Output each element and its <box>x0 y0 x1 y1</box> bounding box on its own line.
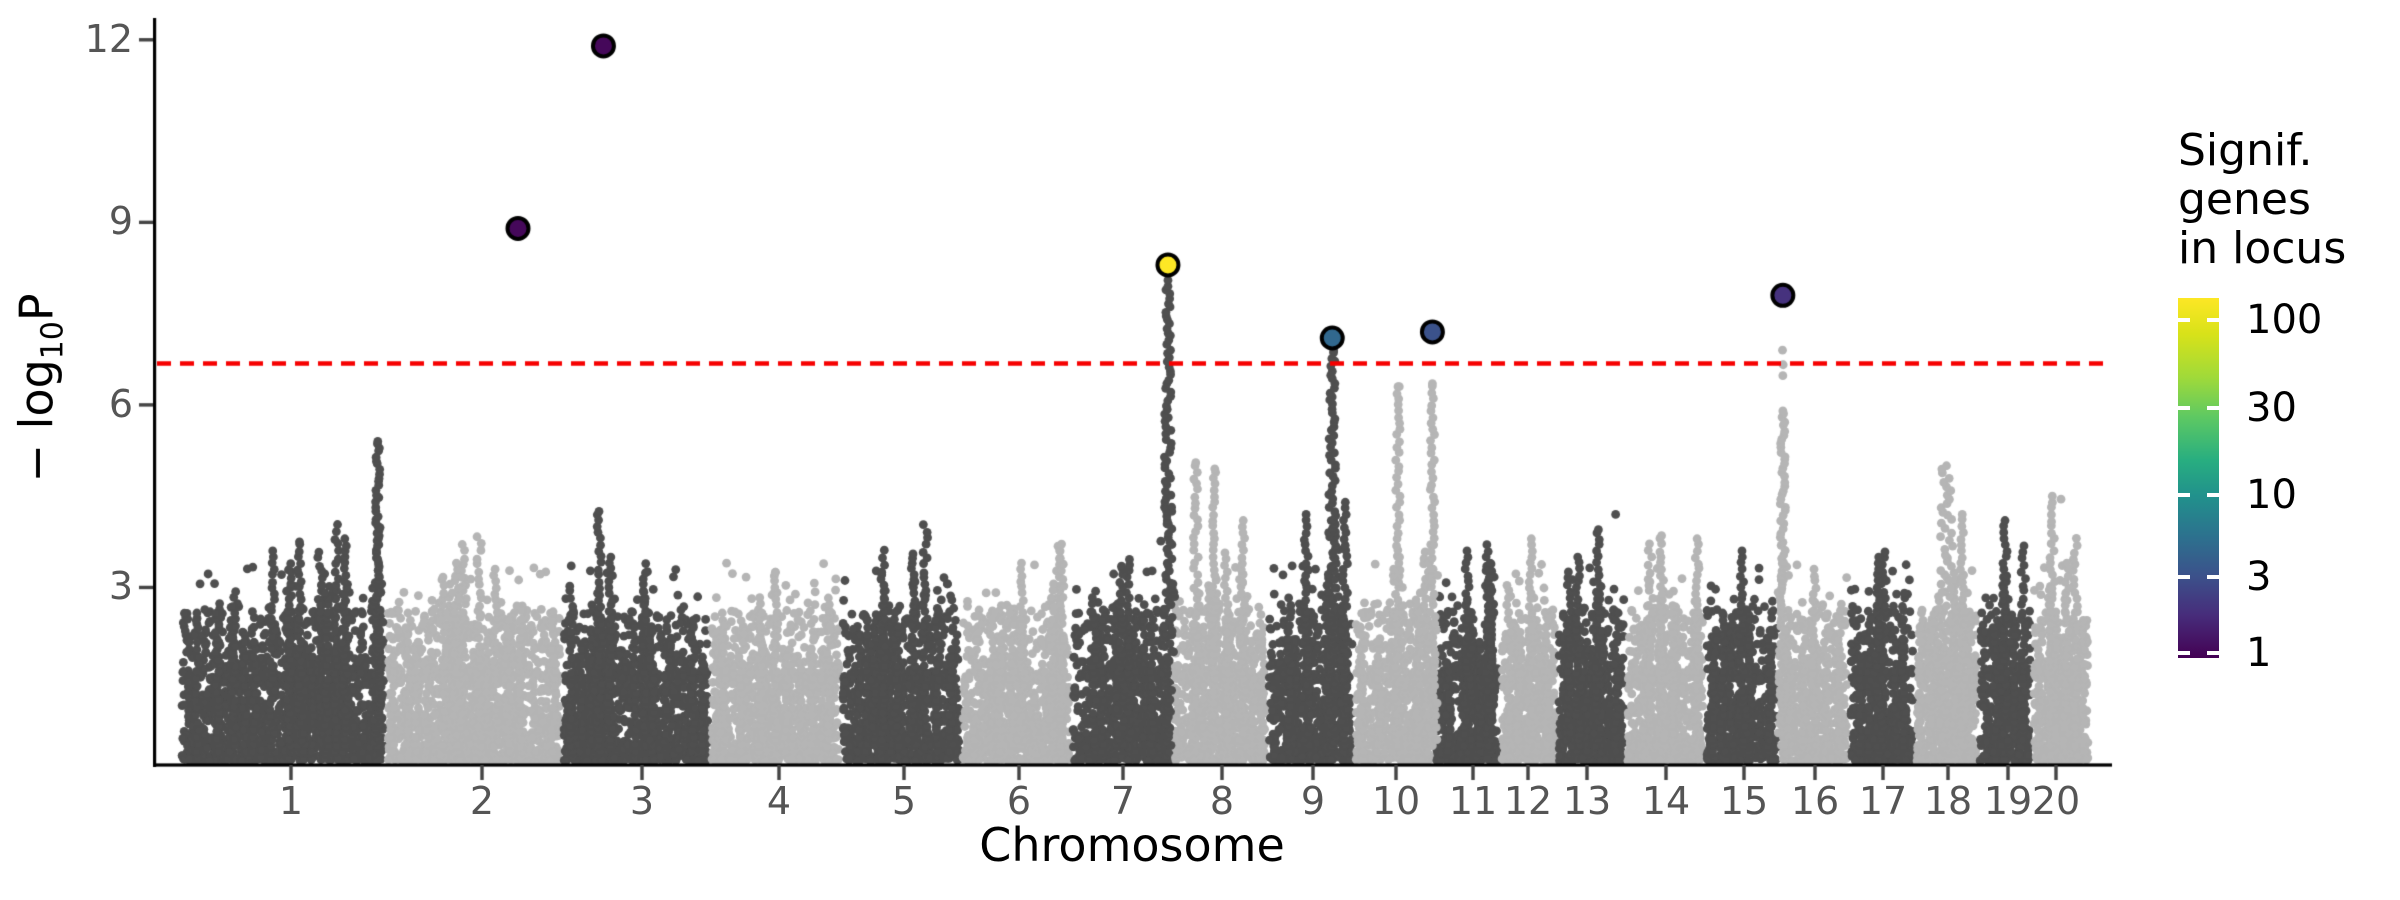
x-tick-label-9: 9 <box>1300 779 1326 823</box>
colorbar-tick-mark-3 <box>2207 575 2219 579</box>
x-tick-label-11: 11 <box>1448 779 1498 823</box>
colorbar-tick-mark-30 <box>2178 406 2190 411</box>
x-axis-label: Chromosome <box>979 818 1285 872</box>
x-tick-label-15: 15 <box>1719 779 1769 823</box>
x-tick-label-8: 8 <box>1209 779 1235 823</box>
y-tick-label-9: 9 <box>108 199 133 244</box>
x-tick-label-14: 14 <box>1641 779 1691 823</box>
y-tick-label-12: 12 <box>84 16 133 61</box>
colorbar-tick-mark-10 <box>2178 492 2190 497</box>
colorbar-tick-mark-3 <box>2178 575 2190 579</box>
y-axis-label-subscript: 10 <box>35 321 71 360</box>
legend-tick-label-3: 3 <box>2246 554 2272 600</box>
legend-tick-label-1: 1 <box>2246 629 2272 676</box>
colorbar-tick-mark-10 <box>2207 492 2219 497</box>
legend-title: Signif. genes in locus <box>2178 126 2346 273</box>
y-tick-label-3: 3 <box>108 564 133 609</box>
x-tick-label-18: 18 <box>1923 779 1973 823</box>
colorbar-tick-mark-30 <box>2207 406 2219 411</box>
x-tick-label-12: 12 <box>1503 779 1553 823</box>
legend-title-line-3: in locus <box>2178 223 2347 274</box>
y-tick-label-6: 6 <box>108 382 133 427</box>
x-tick-label-6: 6 <box>1006 779 1032 823</box>
x-tick-label-1: 1 <box>278 779 304 823</box>
x-tick-label-13: 13 <box>1562 779 1612 823</box>
colorbar-tick-mark-100 <box>2178 317 2190 322</box>
x-tick-label-10: 10 <box>1371 779 1421 823</box>
x-tick-label-19: 19 <box>1983 779 2033 823</box>
y-axis-label-suffix: P <box>9 293 64 322</box>
x-tick-label-20: 20 <box>2031 779 2081 823</box>
legend-tick-label-100: 100 <box>2246 296 2323 343</box>
y-axis-label: − log10P <box>9 293 70 482</box>
colorbar-tick-mark-100 <box>2207 317 2219 322</box>
legend-tick-label-10: 10 <box>2246 471 2297 518</box>
legend-title-line-2: genes <box>2178 174 2311 225</box>
x-tick-label-3: 3 <box>629 779 655 823</box>
x-tick-label-2: 2 <box>469 779 495 823</box>
legend-title-line-1: Signif. <box>2178 125 2313 176</box>
colorbar-tick-mark-1 <box>2178 650 2190 655</box>
x-tick-label-4: 4 <box>766 779 792 823</box>
colorbar-tick-mark-1 <box>2207 650 2219 655</box>
legend-tick-label-30: 30 <box>2246 385 2297 432</box>
x-tick-label-5: 5 <box>891 779 917 823</box>
y-axis-label-prefix: − log <box>9 359 64 483</box>
x-tick-label-7: 7 <box>1110 779 1136 823</box>
x-tick-label-17: 17 <box>1858 779 1908 823</box>
legend-colorbar <box>2178 298 2219 658</box>
x-tick-label-16: 16 <box>1790 779 1840 823</box>
